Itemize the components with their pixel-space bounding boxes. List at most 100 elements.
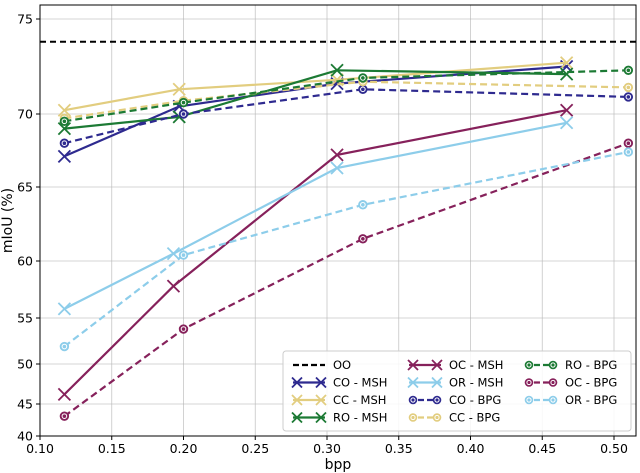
marker-point [59,138,70,148]
marker-point-ring [180,99,187,106]
marker-x [315,411,327,424]
marker-point-ring [526,362,532,368]
series-line [64,69,567,130]
marker-point [408,413,418,422]
legend-entry: OC - MSH [407,358,503,372]
marker-x [330,63,344,77]
legend-label: CC - BPG [449,411,500,425]
x-tick-label: 0.45 [528,441,556,456]
x-tick-label: 0.10 [26,441,54,456]
marker-x [407,376,419,389]
legend-entry: CO - MSH [291,376,387,390]
marker-point-ring [550,397,556,403]
marker-point [524,395,534,405]
marker-x [560,56,574,70]
x-tick-label: 0.40 [457,441,485,456]
legend: OO CO - MSH CC - MSH RO - MSH OC - MSH OR - M… [282,350,632,432]
marker-point-ring [550,362,556,368]
marker-point-ring [625,84,632,91]
marker-x [560,116,574,130]
y-tick-label: 45 [17,397,33,412]
marker-point-ring [61,413,68,419]
marker-point [623,82,634,93]
y-tick-label: 40 [17,429,33,444]
legend-entry: OR - BPG [524,393,617,407]
marker-point [623,147,634,157]
plot-frame [39,4,637,437]
marker-point [59,116,70,127]
series-8 [59,138,634,421]
y-axis-label: mIoU (%) [0,188,16,253]
marker-point [408,395,418,405]
legend-label: RO - MSH [333,411,387,425]
marker-point-ring [434,414,440,421]
marker-point [432,395,442,405]
series-2 [57,63,574,136]
y-tick-label: 55 [17,311,33,326]
series-line [63,109,567,396]
series-9 [59,147,634,352]
marker-point-ring [61,118,68,125]
marker-x [166,246,181,261]
marker-x [291,411,303,424]
marker-x [291,376,303,389]
x-tick-label: 0.25 [241,441,269,456]
marker-point-ring [180,326,187,332]
marker-point-ring [360,201,366,208]
series-group [57,56,634,421]
legend-entry: OR - MSH [407,376,503,390]
legend-label: OR - BPG [565,393,617,407]
marker-point [178,109,189,119]
marker-point [524,360,534,370]
series-line [64,69,629,123]
marker-point-ring [61,343,68,350]
y-tick-label: 50 [17,357,33,372]
marker-x [166,279,181,293]
series-3 [57,103,574,402]
marker-point-ring [410,397,416,403]
legend-label: OO [333,358,351,372]
legend-label: OR - MSH [449,376,503,390]
marker-x [330,161,344,175]
legend-entry: OC - BPG [524,376,617,390]
marker-point [358,200,368,210]
marker-x [560,103,574,117]
marker-point-ring [360,235,366,242]
marker-point [548,395,558,405]
x-tick-label: 0.35 [385,441,413,456]
series-7 [59,65,634,127]
marker-x [330,148,344,162]
x-tick-label: 0.20 [170,441,198,456]
marker-point [623,65,634,76]
legend-label: OC - BPG [565,376,617,390]
marker-point-ring [625,67,632,74]
marker-x [291,394,303,406]
marker-x [57,387,72,402]
series-line [64,88,629,145]
marker-point-ring [625,140,632,147]
marker-point-ring [180,111,187,117]
marker-point [623,92,634,102]
marker-point-ring [550,379,556,386]
x-tick-label: 0.50 [600,441,628,456]
x-axis-label: bpp [325,457,352,473]
series-line [63,142,629,418]
marker-x [57,103,72,117]
y-tick-label: 65 [17,180,33,195]
legend-label: CO - BPG [449,393,501,407]
legend-box [282,350,632,432]
marker-point-ring [410,414,416,421]
marker-x [57,149,72,163]
legend-label: CO - MSH [333,376,387,390]
legend-entry: OO [293,358,351,372]
axes [39,4,637,437]
marker-point-ring [526,379,532,386]
marker-x [57,121,72,136]
marker-x [431,359,443,371]
marker-point [178,250,189,260]
marker-point-ring [625,94,632,100]
marker-point-ring [180,252,187,258]
legend-entry: CO - BPG [408,393,501,407]
marker-x [407,359,419,371]
